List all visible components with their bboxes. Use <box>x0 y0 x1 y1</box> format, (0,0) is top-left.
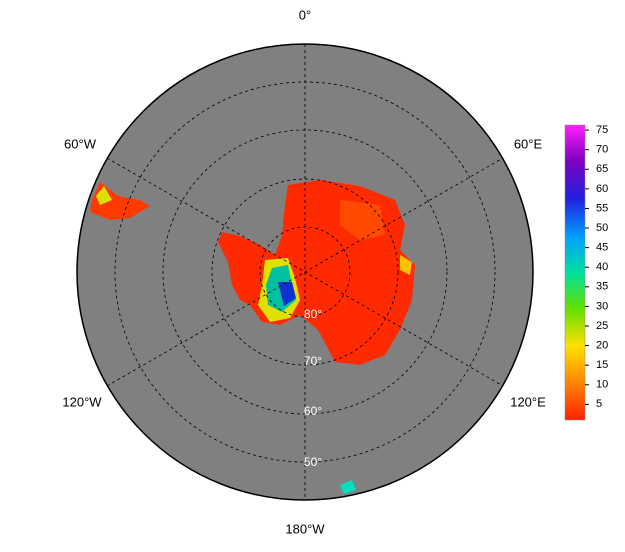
lat-label: 50° <box>304 455 322 469</box>
colorbar-tick-label: 5 <box>596 398 602 410</box>
graticule <box>106 44 504 500</box>
region <box>400 255 412 275</box>
colorbar-tick-label: 55 <box>596 202 608 214</box>
region <box>96 186 112 205</box>
lon-label: 120°E <box>510 394 546 409</box>
lon-label: 0° <box>299 7 311 22</box>
colorbar-tick-label: 70 <box>596 144 608 156</box>
island <box>340 480 356 494</box>
colorbar-tick-label: 50 <box>596 222 608 234</box>
colorbar-tick-label: 65 <box>596 163 608 175</box>
colorbar-tick-label: 35 <box>596 281 608 293</box>
colorbar-tick-label: 10 <box>596 379 608 391</box>
colorbar-tick-label: 25 <box>596 320 608 332</box>
colorbar-tick-label: 60 <box>596 183 608 195</box>
region <box>278 282 296 306</box>
lat-label: 60° <box>304 404 322 418</box>
colorbar <box>564 124 586 421</box>
lon-label: 180°W <box>285 521 325 536</box>
lon-label: 60°W <box>64 136 97 151</box>
land <box>90 180 415 494</box>
region <box>340 200 385 240</box>
colorbar-tick-label: 45 <box>596 242 608 254</box>
colorbar-tick-label: 40 <box>596 261 608 273</box>
colorbar-tick-label: 75 <box>596 124 608 136</box>
meridian <box>106 157 504 387</box>
lon-label: 60°E <box>514 136 543 151</box>
colorbar-tick-label: 15 <box>596 359 608 371</box>
lat-label: 80° <box>304 307 322 321</box>
lat-label: 70° <box>304 354 322 368</box>
lon-label: 120°W <box>62 394 102 409</box>
colorbar-tick-label: 30 <box>596 300 608 312</box>
colorbar-tick-label: 20 <box>596 339 608 351</box>
